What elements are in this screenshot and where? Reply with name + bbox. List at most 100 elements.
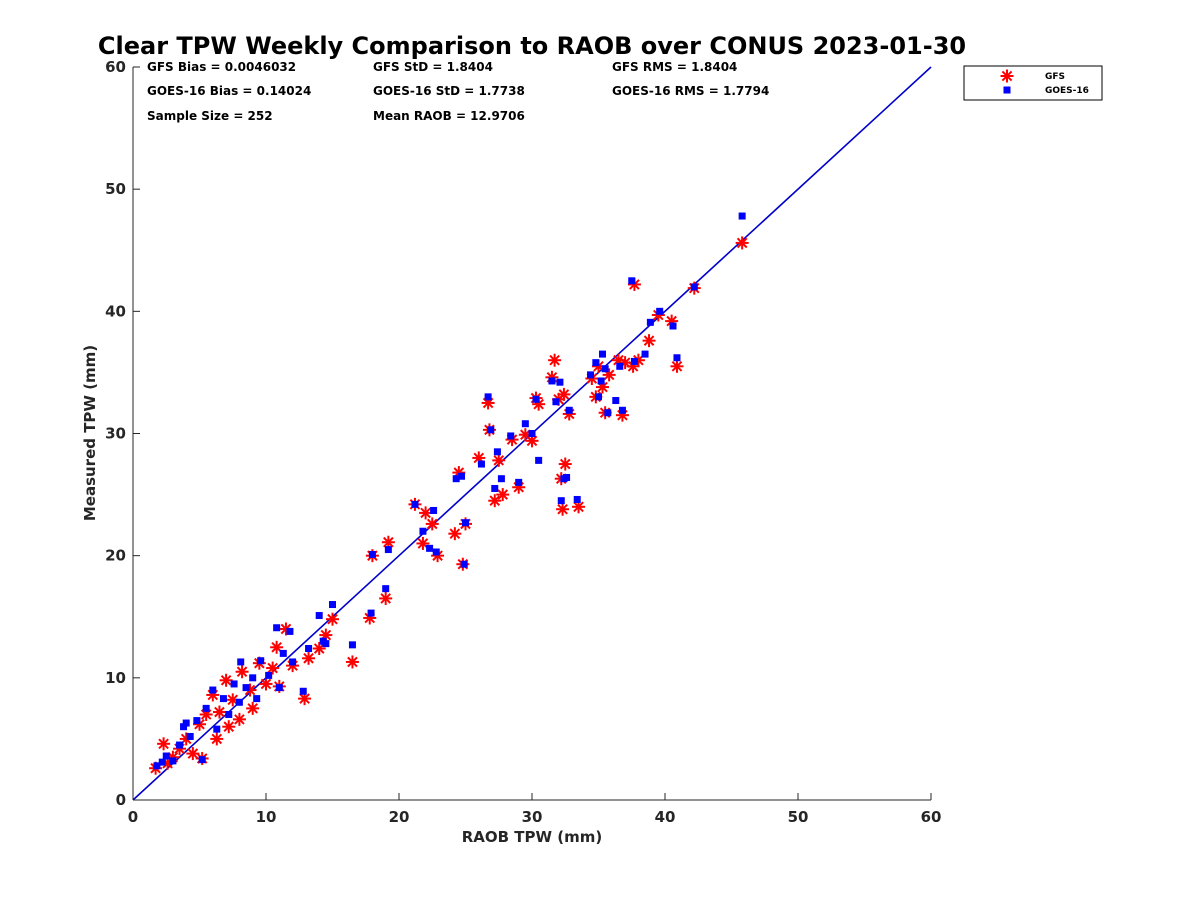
goes16-point: [669, 322, 677, 330]
stat-text: GOES-16 Bias = 0.14024: [147, 84, 311, 98]
goes16-point: [493, 448, 501, 456]
gfs-point: [379, 591, 393, 605]
y-tick-label: 40: [105, 302, 126, 320]
x-tick-label: 20: [389, 808, 410, 826]
gfs-point: [496, 488, 510, 502]
goes16-point: [368, 550, 376, 558]
goes16-point: [477, 460, 485, 468]
stat-text: Mean RAOB = 12.9706: [373, 109, 525, 123]
gfs-point: [326, 612, 339, 626]
y-tick-label: 30: [105, 425, 126, 443]
goes16-point: [641, 350, 649, 358]
goes16-point: [202, 704, 210, 712]
goes16-point: [587, 371, 595, 379]
gfs-point: [448, 527, 462, 541]
goes16-point: [249, 674, 257, 682]
x-tick-label: 10: [256, 808, 277, 826]
goes16-point: [299, 687, 307, 695]
goes16-point: [432, 548, 440, 556]
goes16-point: [573, 495, 581, 503]
goes16-point: [322, 640, 330, 648]
goes16-point: [162, 752, 170, 760]
goes16-point: [225, 710, 233, 718]
gfs-point: [548, 353, 562, 367]
x-tick-label: 30: [522, 808, 543, 826]
x-tick-label: 50: [788, 808, 809, 826]
x-axis-label: RAOB TPW (mm): [462, 828, 603, 846]
gfs-point: [488, 494, 502, 508]
gfs-point: [270, 640, 284, 654]
gfs-point: [381, 535, 395, 549]
goes16-point: [612, 397, 620, 405]
goes16-point: [305, 645, 313, 653]
goes16-point: [219, 695, 227, 703]
goes16-point: [242, 684, 250, 692]
goes16-point: [257, 657, 265, 665]
stat-text: GFS Bias = 0.0046032: [147, 60, 296, 74]
goes16-point: [430, 506, 438, 514]
goes16-point: [535, 456, 543, 464]
goes16-point: [237, 658, 245, 666]
gfs-point: [492, 453, 506, 467]
goes16-point: [265, 671, 273, 679]
goes16-point: [462, 519, 469, 527]
goes16-point: [552, 398, 560, 406]
goes16-point: [515, 478, 523, 486]
goes16-point: [521, 420, 529, 428]
y-axis-label: Measured TPW (mm): [81, 345, 99, 521]
goes16-point: [182, 719, 190, 727]
gfs-point: [557, 387, 571, 401]
y-tick-label: 0: [116, 791, 126, 809]
x-axis-ticks: 0 10 20 30 40 50 60: [128, 793, 942, 826]
goes16-point: [235, 698, 243, 706]
goes16-point: [180, 723, 188, 731]
goes16-point: [169, 757, 177, 765]
goes16-legend-symbol: [1003, 86, 1011, 94]
goes16-point: [458, 472, 466, 480]
x-tick-label: 60: [921, 808, 942, 826]
goes16-point: [426, 544, 434, 552]
gfs-point: [419, 506, 433, 520]
goes16-point: [738, 212, 746, 220]
goes16-point: [646, 318, 654, 326]
goes16-point: [507, 432, 515, 440]
goes16-point: [557, 497, 565, 505]
goes16-point: [289, 658, 297, 666]
goes16-point: [193, 717, 201, 725]
gfs-point: [212, 705, 226, 719]
goes16-point: [253, 695, 261, 703]
y-tick-label: 20: [105, 547, 126, 565]
goes16-point: [176, 741, 184, 749]
legend-label-gfs: GFS: [1045, 72, 1065, 82]
gfs-point: [259, 677, 273, 691]
gfs-point: [425, 517, 439, 531]
goes16-point: [563, 473, 571, 481]
goes16-point: [329, 601, 336, 609]
goes16-point: [348, 641, 356, 649]
goes16-point: [556, 378, 564, 386]
y-tick-label: 60: [105, 58, 126, 76]
gfs-point: [525, 434, 539, 448]
goes16-point: [565, 406, 573, 414]
legend-marker-goes16: [1003, 86, 1011, 94]
goes16-point: [595, 393, 602, 401]
stat-text: GOES-16 StD = 1.7738: [373, 84, 525, 98]
goes16-point: [382, 585, 390, 593]
goes16-point: [198, 756, 206, 764]
goes16-point: [532, 395, 540, 403]
gfs-point: [642, 334, 656, 348]
gfs-point: [219, 673, 233, 687]
goes16-point: [484, 393, 492, 401]
gfs-point: [266, 661, 280, 675]
goes16-point: [597, 377, 605, 385]
goes16-point: [497, 475, 505, 483]
goes16-point: [630, 357, 638, 365]
gfs-point: [735, 236, 749, 250]
gfs-point: [210, 732, 224, 746]
legend-label-goes16: GOES-16: [1045, 86, 1089, 96]
gfs-point: [302, 651, 316, 665]
goes16-point: [286, 627, 294, 635]
goes16-point: [601, 365, 609, 373]
gfs-point: [345, 655, 359, 669]
goes16-point: [275, 684, 283, 692]
